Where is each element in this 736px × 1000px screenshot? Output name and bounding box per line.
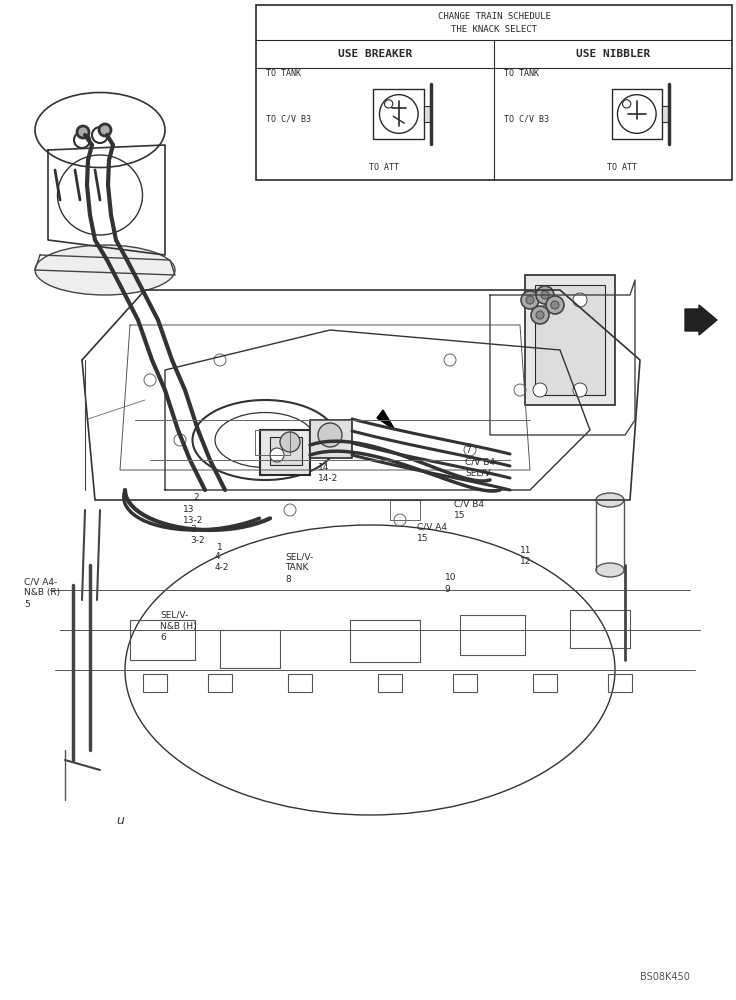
Circle shape <box>270 448 284 462</box>
Circle shape <box>623 100 631 108</box>
Text: 3
3-2: 3 3-2 <box>190 525 205 545</box>
Polygon shape <box>377 410 395 430</box>
Text: CHANGE TRAIN SCHEDULE: CHANGE TRAIN SCHEDULE <box>438 12 551 21</box>
Bar <box>208 674 232 692</box>
Bar <box>130 620 195 660</box>
Text: USE BREAKER: USE BREAKER <box>338 49 412 59</box>
Bar <box>460 615 525 655</box>
Ellipse shape <box>35 245 175 295</box>
Bar <box>270 437 302 465</box>
Text: TO C/V B3: TO C/V B3 <box>504 114 549 123</box>
Bar <box>608 674 632 692</box>
Bar <box>350 620 420 662</box>
Text: TO ATT: TO ATT <box>369 163 399 172</box>
Text: 10: 10 <box>445 572 456 581</box>
Circle shape <box>380 95 418 133</box>
Text: TO TANK: TO TANK <box>504 70 539 79</box>
Text: TO C/V B3: TO C/V B3 <box>266 114 311 123</box>
Circle shape <box>541 291 549 299</box>
FancyArrow shape <box>685 305 717 335</box>
Bar <box>220 630 280 668</box>
Text: 11
12: 11 12 <box>520 546 531 566</box>
Bar <box>260 430 310 475</box>
Text: 1: 1 <box>217 542 223 552</box>
Bar <box>533 674 557 692</box>
Text: TO ATT: TO ATT <box>606 163 637 172</box>
Circle shape <box>551 301 559 309</box>
Circle shape <box>99 124 111 136</box>
Text: BS08K450: BS08K450 <box>640 972 690 982</box>
Circle shape <box>573 383 587 397</box>
Circle shape <box>74 132 90 148</box>
Circle shape <box>526 296 534 304</box>
Text: SEL/V-
TANK
8: SEL/V- TANK 8 <box>286 552 314 584</box>
Text: C/V A4-
N&B (R)
5: C/V A4- N&B (R) 5 <box>24 577 60 609</box>
Bar <box>570 610 630 648</box>
Circle shape <box>533 293 547 307</box>
Bar <box>255 430 290 455</box>
Bar <box>453 674 477 692</box>
Text: SEL/V-
N&B (H)
6: SEL/V- N&B (H) 6 <box>160 610 197 642</box>
Circle shape <box>536 311 544 319</box>
Bar <box>378 674 402 692</box>
Circle shape <box>531 306 549 324</box>
Circle shape <box>92 127 108 143</box>
Text: 4
4-2: 4 4-2 <box>215 552 230 572</box>
Bar <box>612 89 662 139</box>
Circle shape <box>533 383 547 397</box>
Bar <box>256 5 732 180</box>
Text: TO TANK: TO TANK <box>266 70 301 79</box>
Circle shape <box>384 100 393 108</box>
Bar <box>390 500 420 520</box>
Text: u: u <box>116 814 124 826</box>
Bar <box>288 674 312 692</box>
Bar <box>424 106 431 122</box>
Text: C/V B4
15: C/V B4 15 <box>454 500 484 520</box>
Text: USE NIBBLER: USE NIBBLER <box>576 49 650 59</box>
Bar <box>662 106 668 122</box>
Text: C/V A4
15: C/V A4 15 <box>417 523 447 543</box>
Text: THE KNACK SELECT: THE KNACK SELECT <box>451 25 537 34</box>
Text: 14
14-2: 14 14-2 <box>318 463 339 483</box>
Circle shape <box>618 95 656 133</box>
Circle shape <box>521 291 539 309</box>
Bar <box>373 89 424 139</box>
Circle shape <box>77 126 89 138</box>
Circle shape <box>280 432 300 452</box>
Bar <box>310 420 352 458</box>
Bar <box>525 275 615 405</box>
Text: 7
C/V B4-
SEL/V: 7 C/V B4- SEL/V <box>465 446 498 478</box>
Text: 2: 2 <box>194 492 199 502</box>
Bar <box>143 674 167 692</box>
Bar <box>535 285 605 395</box>
Text: 13
13-2: 13 13-2 <box>183 505 203 525</box>
Circle shape <box>536 286 554 304</box>
Ellipse shape <box>596 493 624 507</box>
Ellipse shape <box>596 563 624 577</box>
Circle shape <box>318 423 342 447</box>
Circle shape <box>546 296 564 314</box>
Ellipse shape <box>35 93 165 167</box>
Text: 9: 9 <box>445 585 450 594</box>
Circle shape <box>573 293 587 307</box>
